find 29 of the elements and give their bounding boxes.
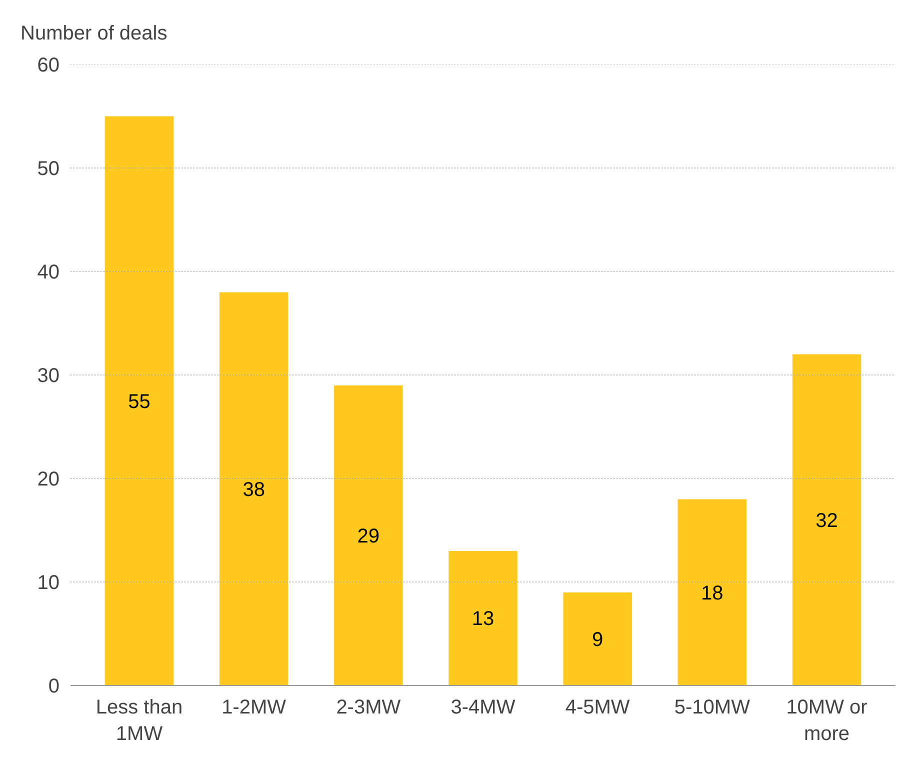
y-tick-label: 30 bbox=[37, 365, 60, 387]
x-tick-label: 4-5MW bbox=[565, 696, 630, 718]
data-label: 29 bbox=[357, 525, 380, 548]
y-tick-label: 10 bbox=[37, 572, 60, 594]
bar bbox=[678, 499, 747, 686]
data-label: 13 bbox=[472, 608, 494, 630]
x-tick-label: 1-2MW bbox=[222, 696, 286, 718]
y-axis-title: Number of deals bbox=[20, 22, 168, 44]
bar bbox=[792, 354, 862, 686]
bar bbox=[104, 116, 174, 686]
bar bbox=[219, 292, 288, 686]
y-tick-label: 50 bbox=[37, 158, 60, 180]
x-tick-label: 10MW or more bbox=[786, 696, 868, 745]
data-label: 55 bbox=[128, 390, 150, 413]
y-tick-label: 20 bbox=[37, 468, 60, 490]
bar bbox=[334, 385, 403, 686]
data-label: 18 bbox=[701, 582, 724, 604]
data-label: 38 bbox=[242, 478, 265, 501]
bar bbox=[563, 592, 632, 686]
x-tick-label: 3-4MW bbox=[450, 696, 516, 718]
bar bbox=[448, 550, 518, 686]
data-label: 9 bbox=[592, 628, 604, 651]
y-tick-label: 40 bbox=[37, 262, 60, 284]
x-tick-label: 5-10MW bbox=[674, 696, 750, 718]
x-tick-label: Less than 1MW bbox=[96, 696, 183, 745]
data-label: 32 bbox=[816, 510, 838, 532]
x-tick-label: 2-3MW bbox=[336, 696, 401, 718]
y-tick-label: 60 bbox=[37, 54, 60, 76]
y-tick-label: 0 bbox=[48, 676, 60, 698]
